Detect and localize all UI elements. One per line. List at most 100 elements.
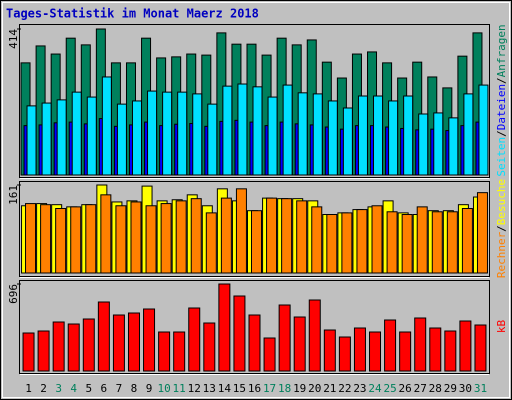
x-tick-label: 18 <box>278 382 291 395</box>
bar <box>327 100 338 176</box>
bar <box>369 331 382 372</box>
bar <box>86 96 97 176</box>
bar <box>52 321 65 372</box>
bar <box>112 314 125 372</box>
bar <box>418 113 429 176</box>
bar <box>127 312 140 372</box>
bar <box>341 212 353 274</box>
x-tick-label: 26 <box>399 382 412 395</box>
bar <box>401 214 413 274</box>
x-tick-label: 9 <box>146 382 153 395</box>
x-tick-label: 27 <box>414 382 427 395</box>
y-tick-label: 414 <box>7 29 20 49</box>
bar <box>416 206 428 274</box>
bar <box>160 203 172 274</box>
bar <box>205 212 217 274</box>
bar <box>429 327 442 372</box>
bar <box>143 308 156 372</box>
bar <box>373 95 384 176</box>
x-tick-label: 14 <box>218 382 232 395</box>
bar <box>353 327 366 372</box>
bar <box>444 330 457 372</box>
bar <box>342 107 353 176</box>
bar <box>474 324 487 372</box>
x-tick-label: 13 <box>203 382 216 395</box>
legend-separator: / <box>495 225 508 232</box>
bar <box>448 117 459 176</box>
x-tick-label: 20 <box>308 382 321 395</box>
bar <box>192 93 203 176</box>
legend-separator: / <box>495 77 508 84</box>
bar <box>356 209 368 274</box>
bar <box>281 198 293 274</box>
bar <box>233 295 246 372</box>
bar <box>188 307 201 372</box>
bar <box>388 100 399 176</box>
legend-entry: kB <box>495 320 508 334</box>
bar <box>278 304 291 372</box>
bar <box>308 299 321 372</box>
bar <box>476 192 488 274</box>
x-tick-label: 2 <box>40 382 47 395</box>
x-tick-label: 10 <box>157 382 170 395</box>
bar <box>67 323 80 372</box>
x-tick-label: 19 <box>293 382 306 395</box>
bar <box>56 99 67 176</box>
bar <box>296 200 308 274</box>
bar <box>203 322 216 372</box>
bar <box>26 105 37 176</box>
bar <box>282 84 293 176</box>
x-tick-label: 21 <box>323 382 336 395</box>
bar <box>414 317 427 372</box>
bar <box>218 283 231 372</box>
legend-entry: Dateien <box>495 84 508 130</box>
legend: kB <box>495 320 508 334</box>
bar <box>177 91 188 176</box>
y-tick-label: 161 <box>7 185 20 205</box>
x-tick-label: 22 <box>338 382 351 395</box>
bar <box>145 205 157 274</box>
bar <box>190 198 202 274</box>
bar <box>25 203 37 274</box>
bar <box>399 331 412 372</box>
x-tick-label: 12 <box>188 382 201 395</box>
bar <box>147 90 158 176</box>
bar <box>116 103 127 176</box>
x-tick-label: 29 <box>444 382 457 395</box>
bar <box>173 331 186 372</box>
x-tick-label: 23 <box>353 382 366 395</box>
x-tick-label: 5 <box>85 382 92 395</box>
x-tick-label: 8 <box>131 382 138 395</box>
bar <box>463 93 474 176</box>
bar <box>158 331 171 372</box>
x-tick-label: 25 <box>383 382 396 395</box>
bar <box>235 188 247 274</box>
legend-separator: / <box>495 130 508 137</box>
x-tick-label: 31 <box>474 382 487 395</box>
legend-entry: Besuche <box>495 179 508 225</box>
x-tick-label: 16 <box>248 382 261 395</box>
x-tick-label: 24 <box>368 382 382 395</box>
bar <box>97 301 110 372</box>
bar <box>71 91 82 176</box>
bar <box>222 85 233 176</box>
bar <box>446 211 458 274</box>
x-tick-label: 28 <box>429 382 442 395</box>
bar <box>433 112 444 176</box>
legend-entry: Anfragen <box>495 24 508 77</box>
bar <box>431 211 443 274</box>
chart-title: Tages-Statistik im Monat Maerz 2018 <box>6 7 259 21</box>
x-tick-label: 6 <box>101 382 108 395</box>
bar <box>312 93 323 176</box>
legend-entry: Seiten <box>495 137 508 177</box>
bar <box>338 336 351 372</box>
bar <box>266 197 278 274</box>
bar <box>459 320 472 372</box>
legend: Rechner/Besuche <box>495 179 508 278</box>
bar <box>403 95 414 176</box>
bar <box>267 96 278 176</box>
bar <box>115 205 127 274</box>
bar <box>131 100 142 176</box>
